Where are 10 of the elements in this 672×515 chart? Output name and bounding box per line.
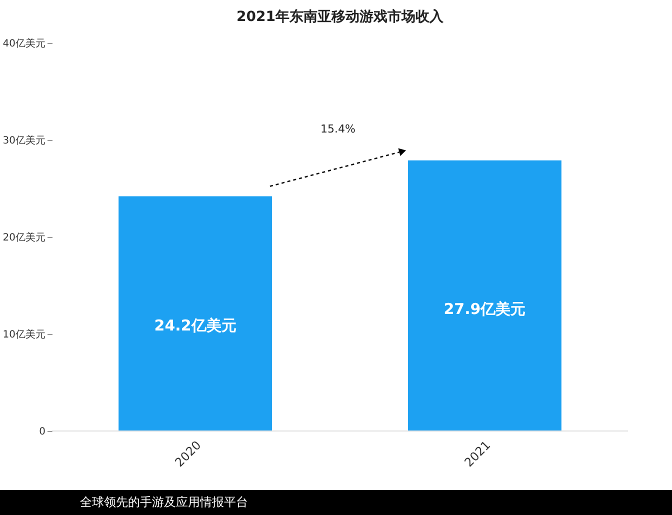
y-tick-label: 30亿美元 bbox=[2, 134, 46, 146]
data-label: 24.2亿美元 bbox=[154, 316, 236, 334]
annotation: 15.4% bbox=[320, 122, 356, 136]
y-tick-label: 0 bbox=[39, 426, 46, 438]
chart-title: 2021年东南亚移动游戏市场收入 bbox=[236, 8, 444, 25]
y-tick-label: 10亿美元 bbox=[2, 328, 46, 340]
text: 全球领先的手游及应用情报平台 bbox=[0, 490, 672, 515]
y-tick-label: 20亿美元 bbox=[2, 232, 46, 244]
y-tick-label: 40亿美元 bbox=[2, 38, 46, 50]
data-label: 27.9亿美元 bbox=[444, 300, 526, 318]
